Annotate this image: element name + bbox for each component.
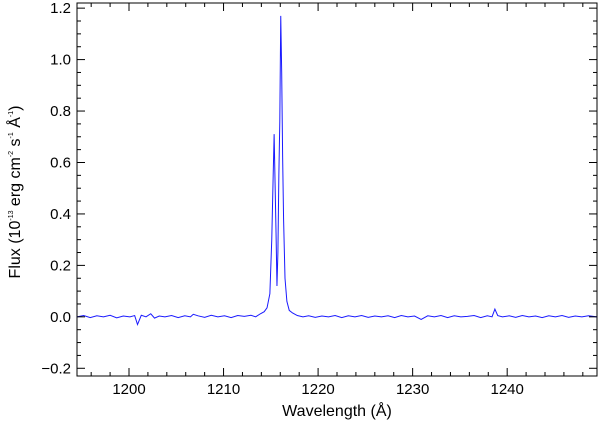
x-tick-label: 1220 <box>301 381 334 398</box>
y-axis-title-exp1: -13 <box>8 210 15 220</box>
y-axis-title-suffix: ) <box>7 106 24 111</box>
y-axis-title-exp3: -1 <box>8 132 15 138</box>
y-axis-title: Flux (10-13 erg cm-2 s-1 Å-1) <box>5 106 24 279</box>
plot-area <box>76 2 598 377</box>
ticks-layer: 1200 1210 1220 1230 1240 −0.2 0.0 0.2 0.4 0.6 0.8 1… <box>41 0 597 398</box>
y-tick-label: 0.8 <box>50 103 71 120</box>
plot-frame <box>76 2 598 377</box>
y-tick-label: −0.2 <box>41 360 71 377</box>
series-layer <box>76 15 598 327</box>
y-axis-title-mid1: erg cm <box>7 157 24 210</box>
y-tick-label: 0.0 <box>50 309 71 326</box>
y-tick-label: 1.2 <box>50 0 71 17</box>
y-tick-label: 0.2 <box>50 257 71 274</box>
x-tick-label: 1240 <box>490 381 523 398</box>
y-tick-label: 1.0 <box>50 52 71 69</box>
y-axis-title-mid3: Å <box>5 117 24 132</box>
y-axis-title-prefix: Flux (10 <box>7 221 24 279</box>
y-axis-title-exp2: -2 <box>8 151 15 157</box>
x-tick-label: 1200 <box>112 381 145 398</box>
y-axis-title-exp4: -1 <box>8 111 15 117</box>
x-tick-label: 1210 <box>207 381 240 398</box>
x-tick-label: 1230 <box>396 381 429 398</box>
y-axis-title-mid2: s <box>7 138 24 150</box>
series-line-0 <box>76 15 598 327</box>
y-tick-label: 0.4 <box>50 206 71 223</box>
y-tick-label: 0.6 <box>50 154 71 171</box>
x-axis-title: Wavelength (Å) <box>282 401 392 420</box>
